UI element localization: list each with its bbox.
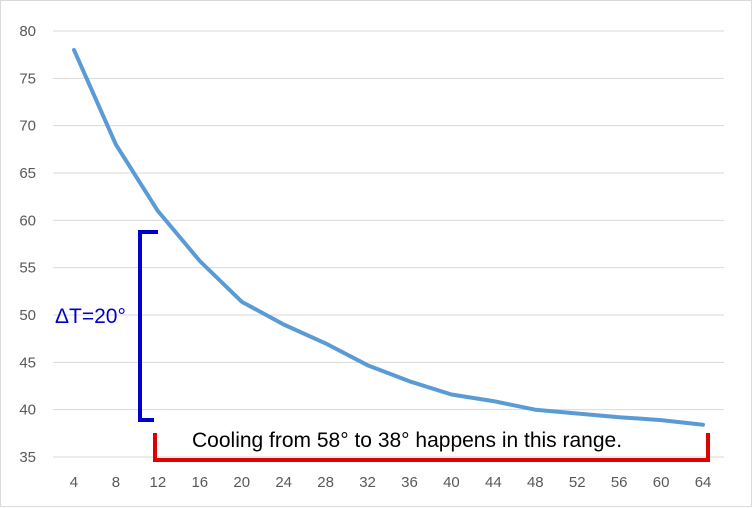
x-tick-label: 60 [653,474,670,491]
data-point [491,399,495,403]
y-tick-label: 50 [19,307,36,324]
y-tick-label: 40 [19,402,36,419]
data-point [72,48,76,52]
y-tick-label: 60 [19,212,36,229]
x-tick-label: 44 [485,474,502,491]
x-tick-label: 16 [191,474,208,491]
series-line-0 [72,47,705,427]
x-tick-label: 8 [112,474,120,491]
x-tick-label: 32 [359,474,376,491]
y-axis-ticks: 35 40 45 50 55 60 65 70 75 80 [19,23,36,466]
y-tick-label: 45 [19,354,36,371]
data-point [114,143,118,147]
data-point [617,415,621,419]
series-group [72,47,705,427]
x-tick-label: 36 [401,474,418,491]
y-tick-label: 55 [19,260,36,277]
delta-bracket [138,230,158,422]
data-point [407,379,411,383]
range-label: Cooling from 58° to 38° happens in this … [192,429,622,452]
data-point [659,418,663,422]
x-tick-label: 24 [275,474,292,491]
gridlines [53,30,724,458]
data-point [701,423,705,427]
x-tick-label: 48 [527,474,544,491]
data-point [282,322,286,326]
x-tick-label: 12 [150,474,167,491]
y-tick-label: 70 [19,118,36,135]
y-tick-label: 75 [19,70,36,87]
y-tick-label: 65 [19,165,36,182]
y-tick-label: 35 [19,449,36,466]
x-tick-label: 4 [70,474,78,491]
x-tick-label: 52 [569,474,586,491]
x-tick-label: 28 [317,474,334,491]
x-tick-label: 40 [443,474,460,491]
data-point [575,411,579,415]
data-point [156,209,160,213]
data-point [324,341,328,345]
delta-label: ΔT=20° [55,305,126,328]
data-point [198,259,202,263]
x-tick-label: 56 [611,474,628,491]
data-point [449,393,453,397]
data-point [533,408,537,412]
x-tick-label: 64 [695,474,712,491]
range-bracket [153,433,710,462]
x-axis-ticks: 4 8 12 16 20 24 28 32 36 40 44 48 52 56 60 64 [70,474,712,491]
x-tick-label: 20 [233,474,250,491]
y-tick-label: 80 [19,23,36,40]
data-point [366,363,370,367]
data-point [240,300,244,304]
